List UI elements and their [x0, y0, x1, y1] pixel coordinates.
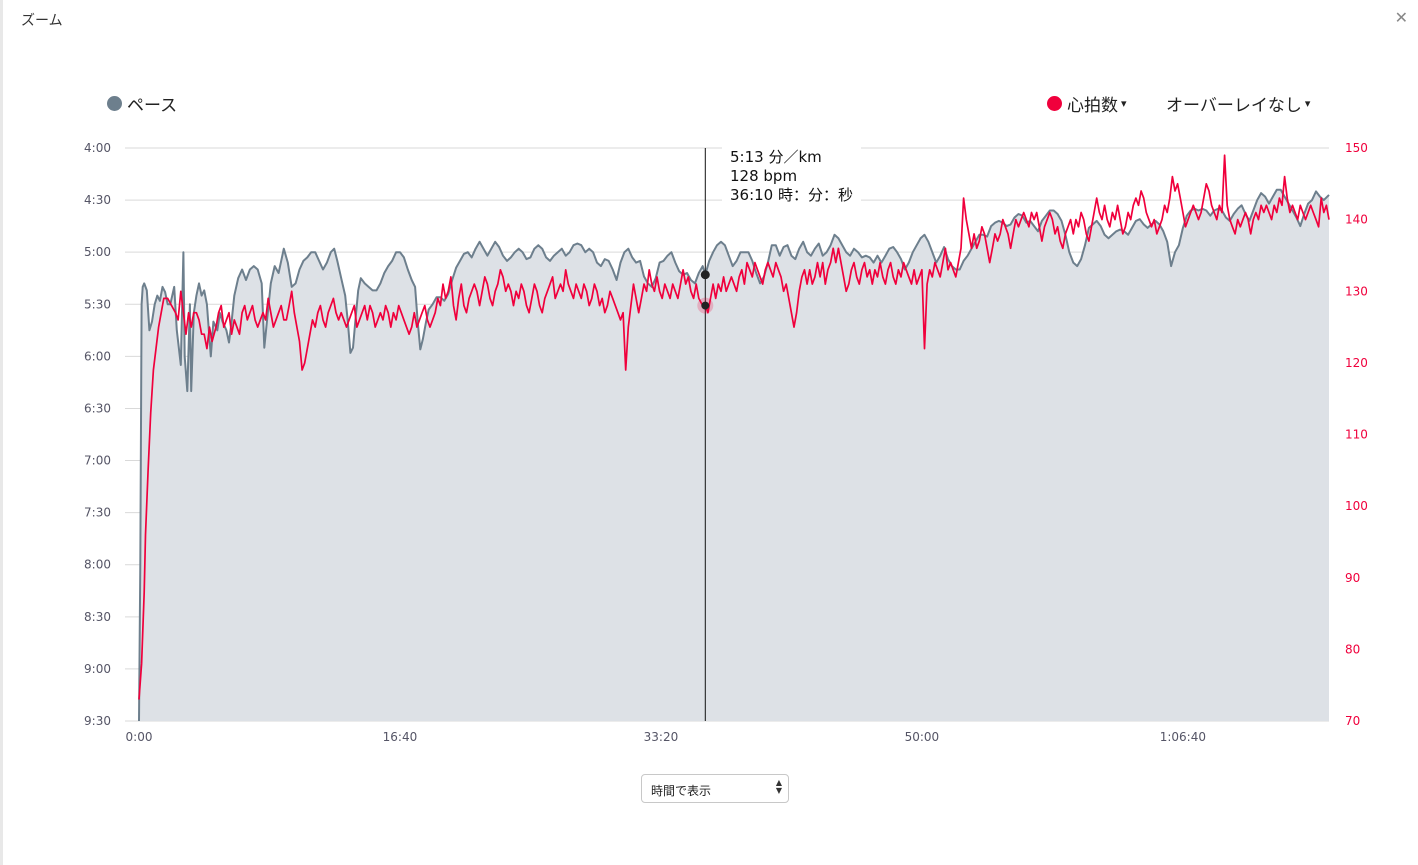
y-left-tick-label: 9:00	[84, 662, 111, 676]
select-arrows-icon: ▲ ▼	[775, 778, 782, 795]
y-left-tick-label: 5:30	[84, 297, 111, 311]
select-value: 時間で表示	[651, 784, 712, 798]
tooltip-pace: 5:13 分／km	[730, 148, 822, 166]
y-left-tick-label: 8:00	[84, 558, 111, 572]
y-right-tick-label: 70	[1345, 714, 1360, 728]
close-icon[interactable]: ✕	[1394, 8, 1408, 27]
y-right-tick-label: 80	[1345, 642, 1360, 656]
y-left-tick-label: 7:30	[84, 506, 111, 520]
hr-legend-label: 心拍数	[1067, 96, 1118, 116]
chevron-down-icon: ▾	[1121, 97, 1127, 110]
y-right-tick-label: 120	[1345, 356, 1368, 370]
cursor-pace-point	[700, 270, 710, 280]
y-left-tick-label: 8:30	[84, 610, 111, 624]
y-left-tick-label: 7:00	[84, 454, 111, 468]
cursor-hr-point	[701, 301, 710, 310]
legend-pace[interactable]: ペース	[107, 91, 177, 116]
pace-area	[139, 189, 1329, 721]
pace-legend-label: ペース	[127, 96, 178, 116]
overlay-label: オーバーレイなし	[1166, 96, 1302, 116]
legend-heart-rate-dropdown[interactable]: 心拍数 ▾	[1047, 91, 1127, 116]
y-left-tick-label: 4:30	[84, 193, 111, 207]
heart-rate-line	[138, 154, 1330, 700]
y-left-tick-label: 6:00	[84, 349, 111, 363]
y-left-tick-label: 9:30	[84, 714, 111, 728]
y-right-tick-label: 130	[1345, 284, 1368, 298]
chart-tooltip: 5:13 分／km 128 bpm 36:10 時：分：秒	[722, 146, 861, 209]
y-left-tick-label: 6:30	[84, 401, 111, 415]
x-tick-label: 50:00	[905, 730, 940, 744]
x-tick-label: 1:06:40	[1160, 730, 1206, 744]
pace-legend-dot	[107, 96, 122, 111]
overlay-dropdown[interactable]: オーバーレイなし ▾	[1166, 91, 1310, 116]
pace-line	[138, 188, 1330, 722]
x-tick-label: 16:40	[383, 730, 418, 744]
x-tick-label: 0:00	[126, 730, 153, 744]
hr-legend-dot	[1047, 96, 1062, 111]
pace-heart-rate-chart[interactable]: 4:00 4:30 5:00 5:30 6:00 6:30 7:00 7:30 8:00 8:30…	[3, 0, 1418, 865]
y-left-tick-label: 5:00	[84, 245, 111, 259]
x-axis-mode-select[interactable]: 時間で表示 ▲ ▼	[641, 774, 789, 803]
y-right-tick-label: 100	[1345, 499, 1368, 513]
y-right-tick-label: 110	[1345, 428, 1368, 442]
y-right-tick-label: 150	[1345, 141, 1368, 155]
y-right-tick-label: 90	[1345, 571, 1360, 585]
y-left-tick-label: 4:00	[84, 141, 111, 155]
dialog-title: ズーム	[21, 13, 63, 29]
tooltip-heart-rate: 128 bpm	[730, 167, 798, 185]
y-right-tick-label: 140	[1345, 213, 1368, 227]
chevron-down-icon: ▾	[1304, 97, 1311, 110]
x-tick-label: 33:20	[644, 730, 679, 744]
tooltip-time: 36:10 時：分：秒	[730, 186, 853, 204]
